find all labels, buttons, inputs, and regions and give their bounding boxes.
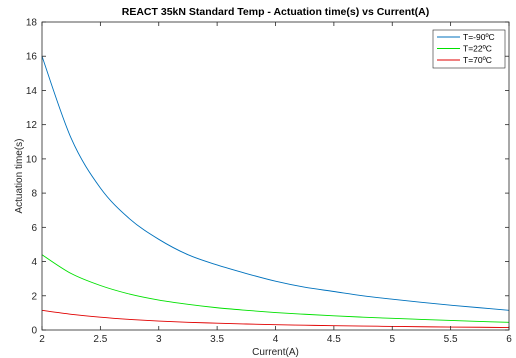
x-tick-label: 5.5 (444, 334, 458, 345)
x-tick-label: 4.5 (327, 334, 341, 345)
plot-area (42, 22, 509, 330)
y-tick-label: 2 (31, 291, 37, 302)
series-line-0 (41, 56, 510, 311)
chart-title: REACT 35kN Standard Temp - Actuation tim… (122, 6, 429, 18)
x-axis: 2 2.5 3 3.5 4 4.5 5 5.5 6 (39, 22, 512, 345)
y-tick-label: 6 (31, 223, 37, 234)
x-tick-label: 3 (156, 334, 162, 345)
y-axis-label: Actuation time(s) (14, 138, 25, 213)
y-tick-label: 12 (26, 120, 38, 131)
x-tick-label: 5 (389, 334, 395, 345)
y-tick-label: 14 (26, 86, 38, 97)
x-tick-label: 2 (39, 334, 45, 345)
y-axis: 0 2 4 6 8 10 12 14 16 18 (26, 18, 509, 337)
legend-label: T=70ºC (463, 55, 492, 65)
y-tick-label: 4 (31, 257, 37, 268)
x-tick-label: 4 (273, 334, 279, 345)
x-tick-label: 2.5 (93, 334, 107, 345)
x-tick-label: 3.5 (210, 334, 224, 345)
x-tick-label: 6 (506, 334, 512, 345)
legend-label: T=-90ºC (463, 32, 495, 42)
y-tick-label: 18 (26, 18, 38, 29)
y-tick-label: 16 (26, 52, 38, 63)
series-line-2 (41, 309, 510, 329)
series-layer (41, 56, 510, 329)
legend-label: T=22ºC (463, 44, 492, 54)
y-tick-label: 8 (31, 189, 37, 200)
legend-box (432, 29, 506, 69)
series-line-1 (41, 254, 510, 323)
y-tick-label: 10 (26, 154, 38, 165)
y-tick-label: 0 (31, 326, 37, 337)
x-axis-label: Current(A) (252, 347, 299, 358)
